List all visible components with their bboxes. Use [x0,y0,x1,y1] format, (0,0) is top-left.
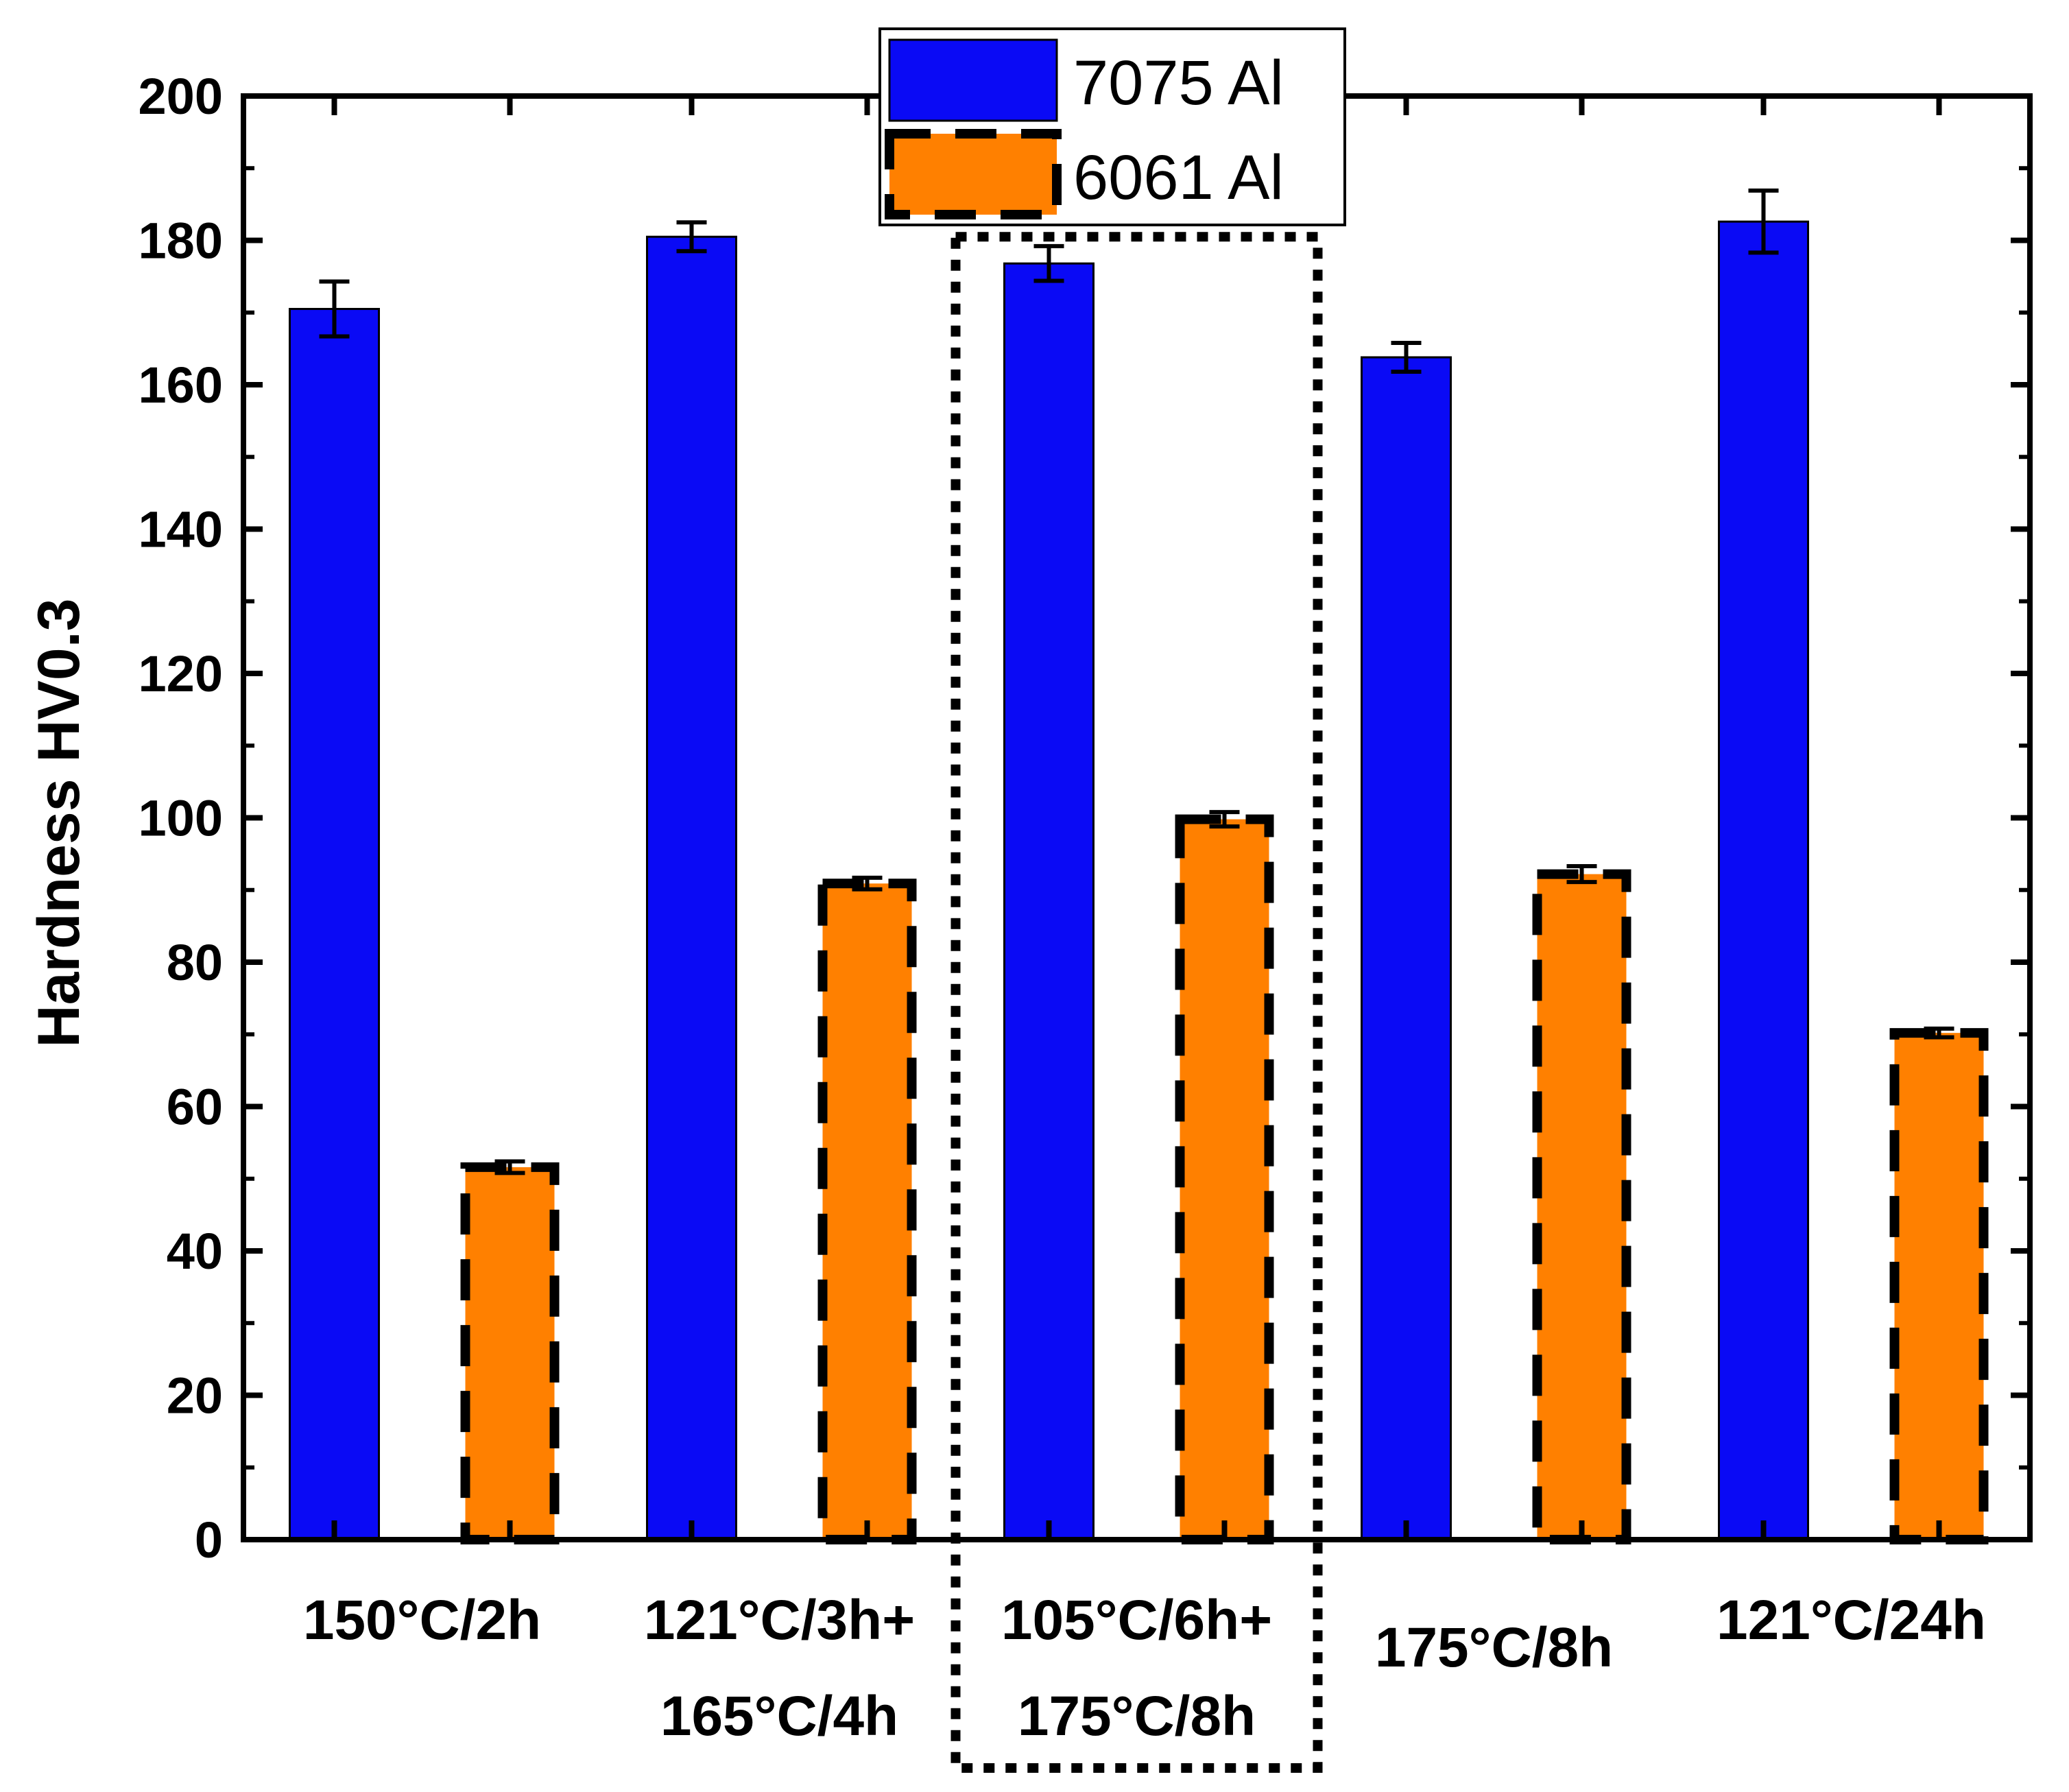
y-tick-label: 180 [139,213,223,270]
y-tick-label: 60 [167,1079,223,1136]
bar-7075-al-0 [289,307,380,1541]
axes: 0 20 40 60 80 100 120 140 160 180 200 [139,68,2033,1568]
legend-swatch-7075 [888,38,1058,122]
legend-label-6061: 6061 Al [1073,143,1284,213]
highlight-box [950,232,1323,1773]
bar-6061-al-4 [1889,1028,1989,1544]
x-category-label-0-0: 150°C/2h [303,1589,541,1651]
y-tick-label: 100 [139,790,223,847]
labels: Hardness HV0.3 150°C/2h 121°C/3h+ 165°C/4h… [26,232,1986,1773]
y-tick-label: 140 [139,501,223,558]
y-tick-label: 120 [139,645,223,702]
bar-7075-al-4 [1718,220,1809,1541]
bar-7075-al-2 [1003,262,1095,1541]
bar-6061-al-3 [1532,869,1631,1544]
y-tick-label: 80 [167,934,223,991]
plot-area [289,188,1989,1545]
bar-6061-al-2 [1175,814,1274,1544]
bar-7075-al-1 [646,235,737,1541]
y-tick-label: 0 [195,1512,223,1568]
y-tick-label: 20 [167,1367,223,1424]
x-category-label-2-1: 175°C/8h [1018,1685,1256,1747]
y-tick-label: 40 [167,1223,223,1280]
legend: 7075 Al 6061 Al [878,27,1346,226]
x-category-label-1-1: 165°C/4h [660,1685,898,1747]
y-axis-title: Hardness HV0.3 [26,599,92,1048]
y-tick-label: 200 [139,68,223,125]
x-category-label-2-0: 105°C/6h+ [1001,1589,1272,1651]
legend-label-7075: 7075 Al [1073,48,1284,118]
bar-6061-al-0 [460,1162,560,1545]
x-category-label-1-0: 121°C/3h+ [644,1589,915,1651]
bar-7075-al-3 [1361,356,1452,1541]
x-category-label-4-0: 121°C/24h [1717,1589,1986,1651]
legend-swatch-6061 [885,129,1062,219]
x-category-label-3-0: 175°C/8h [1375,1616,1613,1679]
bar-6061-al-1 [817,879,917,1544]
y-tick-label: 160 [139,357,223,414]
